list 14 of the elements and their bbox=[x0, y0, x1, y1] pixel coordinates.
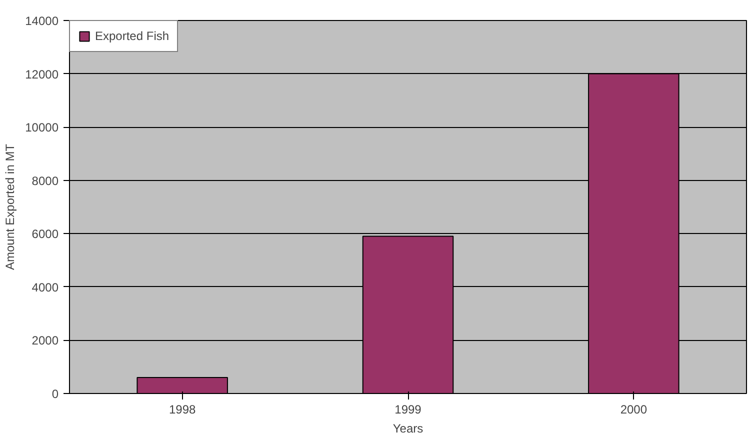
y-tick-label: 10000 bbox=[25, 120, 59, 135]
legend-label: Exported Fish bbox=[95, 29, 170, 43]
x-tick-label: 1998 bbox=[168, 402, 196, 416]
x-tick-label: 2000 bbox=[620, 402, 648, 416]
y-tick-label: 14000 bbox=[25, 14, 59, 28]
y-tick-label: 8000 bbox=[32, 174, 59, 188]
x-axis-title: Years bbox=[392, 422, 424, 436]
x-tick-label: 1999 bbox=[394, 402, 422, 416]
y-tick-label: 6000 bbox=[32, 227, 59, 242]
y-tick-label: 4000 bbox=[32, 280, 59, 294]
y-axis-title: Amount Exported in MT bbox=[3, 143, 18, 270]
y-tick-label: 0 bbox=[52, 387, 59, 401]
y-tick-label: 12000 bbox=[25, 67, 59, 82]
y-tick-label: 2000 bbox=[32, 334, 59, 348]
